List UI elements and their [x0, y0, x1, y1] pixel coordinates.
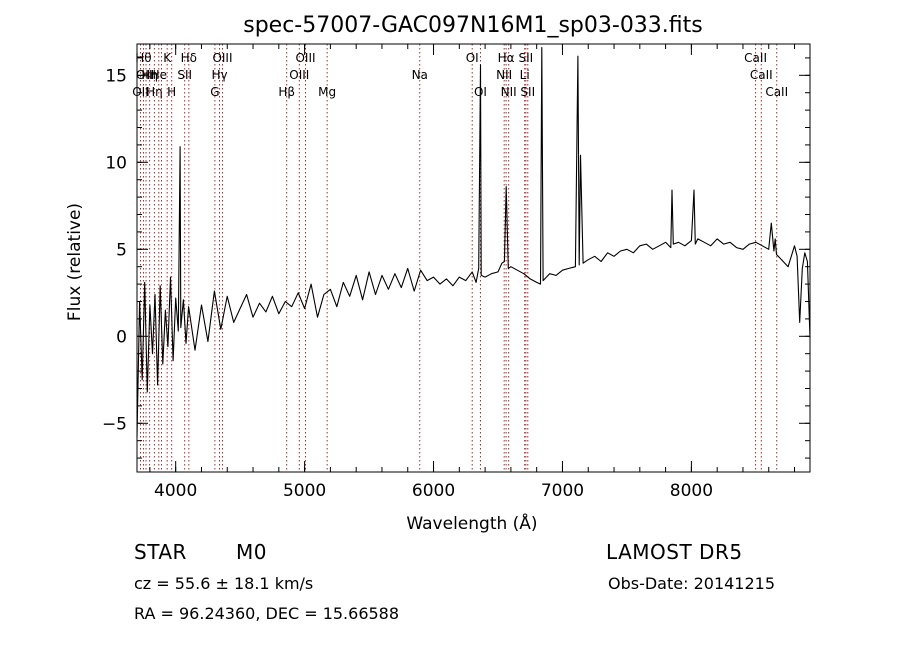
- line-label: CaII: [750, 68, 773, 82]
- x-tick-label: 4000: [154, 481, 197, 501]
- line-label: OI: [474, 85, 487, 99]
- line-label: SII: [518, 51, 533, 65]
- line-label: OIII: [212, 51, 232, 65]
- x-tick-label: 6000: [412, 481, 455, 501]
- line-label: NII: [496, 68, 512, 82]
- line-label: G: [210, 85, 219, 99]
- chart-title: spec-57007-GAC097N16M1_sp03-033.fits: [243, 13, 703, 38]
- redshift-velocity: cz = 55.6 ± 18.1 km/s: [134, 574, 314, 593]
- line-label: H: [167, 85, 176, 99]
- y-tick-label: 15: [105, 66, 127, 86]
- x-axis-label: Wavelength (Å): [406, 512, 537, 534]
- plot-frame: [136, 43, 811, 473]
- object-type: STAR: [134, 540, 187, 564]
- line-label: Hη: [146, 85, 163, 99]
- line-label: Hγ: [211, 68, 227, 82]
- line-label: OII: [132, 85, 149, 99]
- axis-ticks: 4000 5000 6000 7000 8000 −5 0 5 10 15: [102, 44, 810, 501]
- line-labels: OIIHθOIIIHηHηHeKHSIIHδGHγOIIIHβOIIIOIIIM…: [132, 51, 788, 99]
- line-label: Li: [520, 68, 530, 82]
- line-label: CaII: [765, 85, 788, 99]
- y-tick-label: −5: [102, 414, 127, 434]
- observation-date: Obs-Date: 20141215: [608, 574, 776, 593]
- spectral-subclass: M0: [236, 540, 267, 564]
- line-label: CaII: [744, 51, 767, 65]
- survey-name: LAMOST DR5: [606, 540, 743, 564]
- line-label: He: [151, 68, 167, 82]
- line-label: Hη: [141, 68, 158, 82]
- line-label: SII: [520, 85, 535, 99]
- line-label: Hδ: [181, 51, 197, 65]
- emission-line-markers: [139, 44, 778, 472]
- line-label: OIII: [136, 68, 156, 82]
- spectrum-line-layer: [136, 46, 811, 438]
- line-label: Mg: [318, 85, 336, 99]
- y-tick-label: 0: [116, 327, 127, 347]
- line-label: OIII: [295, 51, 315, 65]
- x-tick-label: 8000: [670, 481, 713, 501]
- y-axis-label: Flux (relative): [65, 203, 85, 321]
- line-label: OI: [466, 51, 479, 65]
- y-tick-label: 5: [116, 240, 127, 260]
- spectrum-line: [136, 46, 811, 438]
- line-label: Hα: [498, 51, 515, 65]
- line-label: OIII: [289, 68, 309, 82]
- line-label: K: [163, 51, 172, 65]
- line-label: Hθ: [135, 51, 151, 65]
- x-tick-label: 5000: [283, 481, 326, 501]
- line-label: Hβ: [278, 85, 295, 99]
- line-label: Na: [412, 68, 428, 82]
- coordinates: RA = 96.24360, DEC = 15.66588: [134, 604, 400, 623]
- line-label: NII: [501, 85, 517, 99]
- x-tick-label: 7000: [541, 481, 584, 501]
- line-label: SII: [177, 68, 192, 82]
- y-tick-label: 10: [105, 153, 127, 173]
